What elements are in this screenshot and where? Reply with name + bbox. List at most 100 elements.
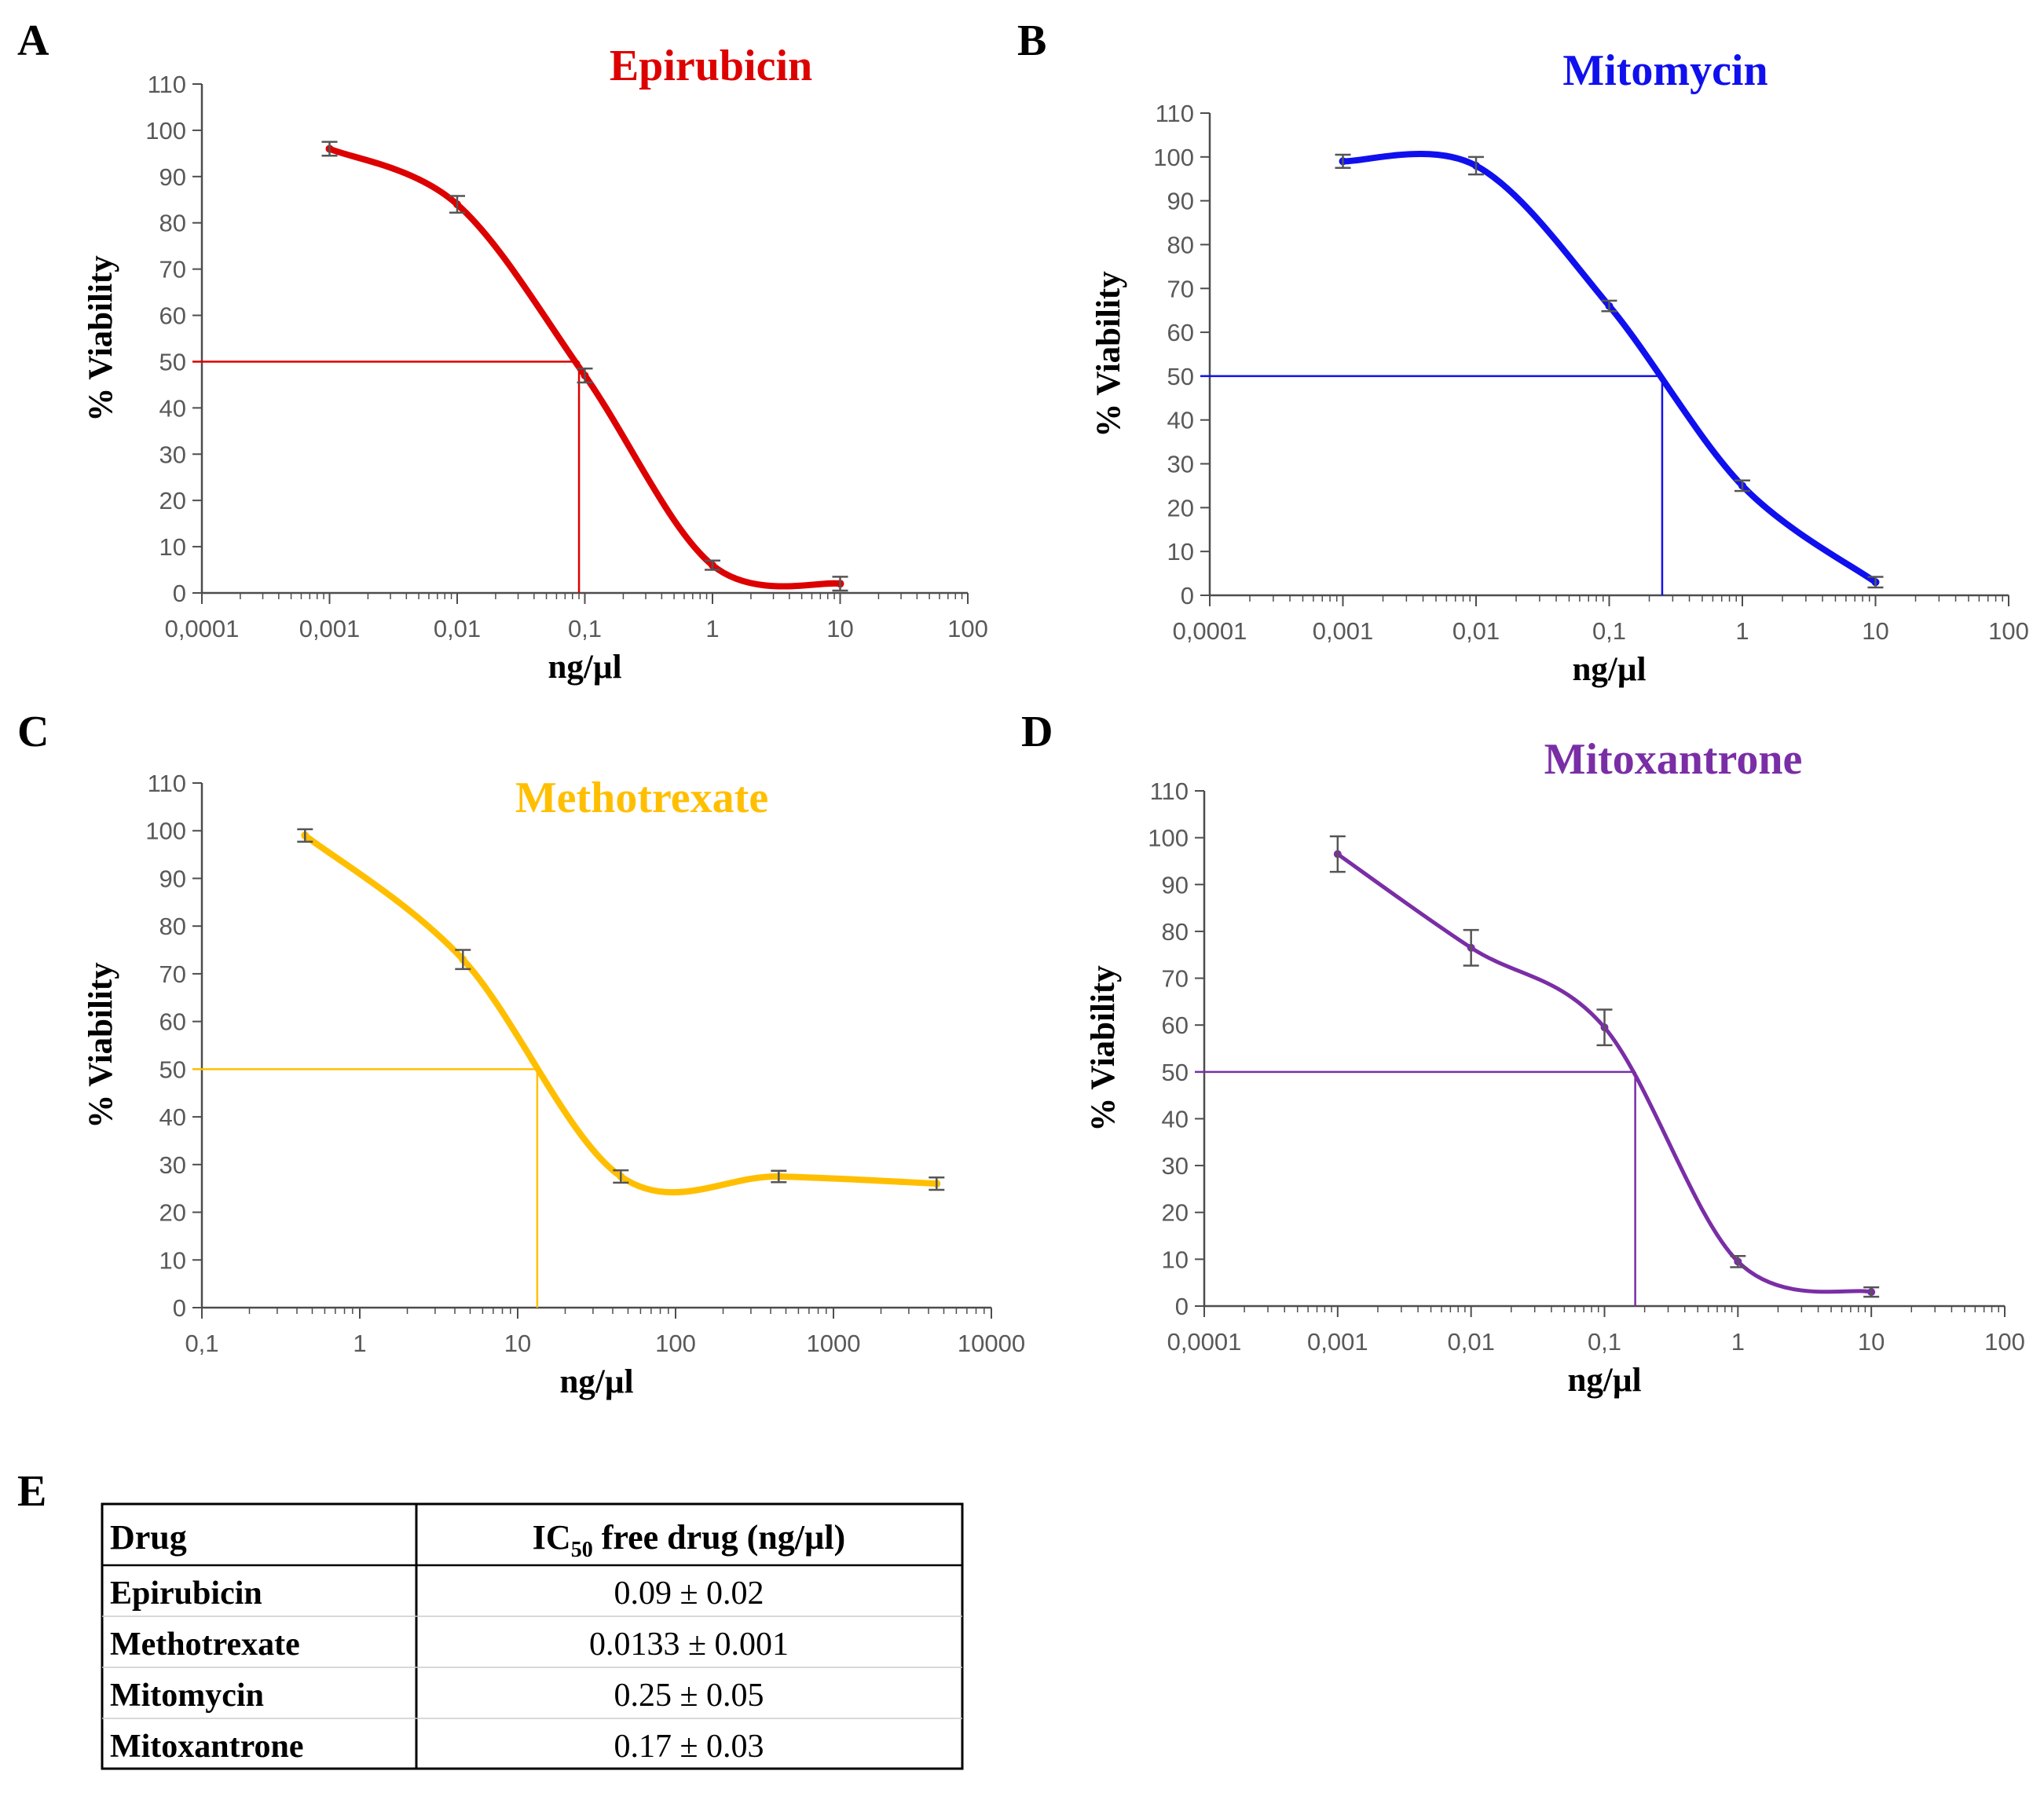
panel-letter-c: C [17,708,49,756]
y-axis-label: % Viability [1085,965,1122,1132]
x-tick-label: 0,1 [1588,1328,1621,1356]
y-tick-label: 20 [1162,1199,1189,1227]
y-tick-label: 90 [159,163,186,191]
x-tick-label: 1000 [807,1330,861,1357]
x-tick-label: 10 [1862,617,1888,645]
table-border [101,1502,964,1770]
x-tick-label: 10 [826,615,853,642]
y-axis-label: % Viability [82,962,119,1129]
table-header-ic50: IC50 free drug (ng/µl) [533,1518,845,1562]
x-tick-label: 100 [1988,617,2029,645]
y-tick-label: 30 [1162,1152,1189,1180]
y-tick-label: 60 [159,1008,186,1036]
y-tick-label: 110 [148,71,186,98]
panel-letter-d: D [1021,708,1053,756]
table-cell-drug: Mitomycin [110,1678,264,1714]
y-tick-label: 10 [1162,1246,1189,1273]
y-tick-label: 10 [1167,538,1194,565]
chart-epirubicin: Epirubicin01020304050607080901001100,000… [82,42,988,686]
y-tick-label: 50 [159,1056,186,1083]
table-cell-ic50: 0.09 ± 0.02 [614,1575,764,1612]
y-tick-label: 60 [159,302,186,330]
x-tick-label: 10 [1858,1328,1885,1356]
table-cell-ic50: 0.17 ± 0.03 [614,1729,764,1765]
x-tick-label: 1 [1731,1328,1745,1356]
chart-mitoxantrone: Mitoxantrone01020304050607080901001100,0… [1085,735,2025,1399]
y-axis-label: % Viability [82,255,119,422]
y-tick-label: 20 [159,487,186,514]
series-line-mitomycin [1339,150,1879,586]
y-tick-label: 50 [1167,363,1194,390]
y-tick-label: 10 [159,533,186,561]
x-tick-label: 0,01 [1452,617,1500,645]
chart-title: Methotrexate [515,774,768,822]
y-tick-label: 30 [159,441,186,468]
chart-mitomycin: Mitomycin01020304050607080901001100,0001… [1090,46,2029,688]
x-tick-label: 0,0001 [1173,617,1247,645]
x-tick-label: 100 [947,615,988,642]
x-tick-label: 0,1 [1592,617,1626,645]
y-tick-label: 100 [145,117,186,145]
y-tick-label: 40 [159,394,186,422]
x-tick-label: 0,001 [1307,1328,1368,1356]
y-tick-label: 0 [1181,582,1194,609]
x-tick-label: 100 [655,1330,696,1357]
y-tick-label: 110 [148,770,186,797]
chart-methotrexate: Methotrexate01020304050607080901001100,1… [82,770,1025,1400]
y-tick-label: 20 [159,1199,186,1227]
y-tick-label: 100 [1153,144,1194,171]
y-tick-label: 20 [1167,494,1194,521]
y-tick-label: 90 [1167,188,1194,215]
y-tick-label: 70 [159,961,186,988]
y-tick-label: 40 [1167,407,1194,434]
x-axis-label: ng/µl [1567,1362,1641,1399]
y-tick-label: 70 [1167,275,1194,302]
x-tick-label: 0,1 [185,1330,218,1357]
table-cell-ic50: 0.0133 ± 0.001 [589,1627,789,1663]
y-tick-label: 0 [1175,1293,1189,1320]
x-tick-label: 0,01 [1447,1328,1494,1356]
x-tick-label: 10 [504,1330,531,1357]
ic50-table: Drug IC50 free drug (ng/µl) Epirubicin 0… [101,1502,964,1770]
series-line-epirubicin [326,145,844,590]
y-tick-label: 80 [159,913,186,940]
x-tick-label: 1 [353,1330,366,1357]
y-tick-label: 110 [1156,100,1194,127]
panel-letter-a: A [17,16,49,65]
x-axis-label: ng/µl [559,1363,633,1400]
header-rest: free drug (ng/µl) [593,1518,846,1557]
panel-letter-e: E [17,1467,46,1516]
x-tick-label: 10000 [958,1330,1025,1357]
y-tick-label: 100 [145,818,186,845]
y-tick-label: 70 [1162,965,1189,993]
y-tick-label: 80 [1167,231,1194,258]
y-tick-label: 40 [1162,1105,1189,1133]
y-tick-label: 30 [159,1151,186,1179]
x-axis-label: ng/µl [1572,651,1646,688]
x-tick-label: 0,001 [299,615,361,642]
x-tick-label: 0,01 [434,615,481,642]
y-tick-label: 90 [1162,871,1189,898]
y-tick-label: 110 [1150,778,1189,805]
y-tick-label: 0 [173,1294,186,1322]
ic-text: IC [533,1518,571,1557]
table-cell-drug: Epirubicin [110,1575,262,1612]
y-tick-label: 80 [1162,918,1189,946]
y-tick-label: 60 [1167,319,1194,346]
y-tick-label: 100 [1148,825,1189,852]
y-tick-label: 10 [159,1246,186,1274]
x-tick-label: 0,0001 [1167,1328,1242,1356]
series-line-methotrexate [302,832,940,1196]
chart-title: Mitoxantrone [1544,735,1803,784]
x-tick-label: 1 [1735,617,1749,645]
y-axis-label: % Viability [1090,271,1127,437]
y-tick-label: 90 [159,865,186,892]
chart-title: Mitomycin [1562,46,1767,95]
subscript-50: 50 [571,1538,593,1562]
table-header-drug: Drug [110,1518,187,1557]
y-tick-label: 0 [173,580,186,607]
y-tick-label: 50 [1162,1059,1189,1086]
y-tick-label: 70 [159,256,186,284]
table-cell-drug: Mitoxantrone [110,1729,304,1765]
